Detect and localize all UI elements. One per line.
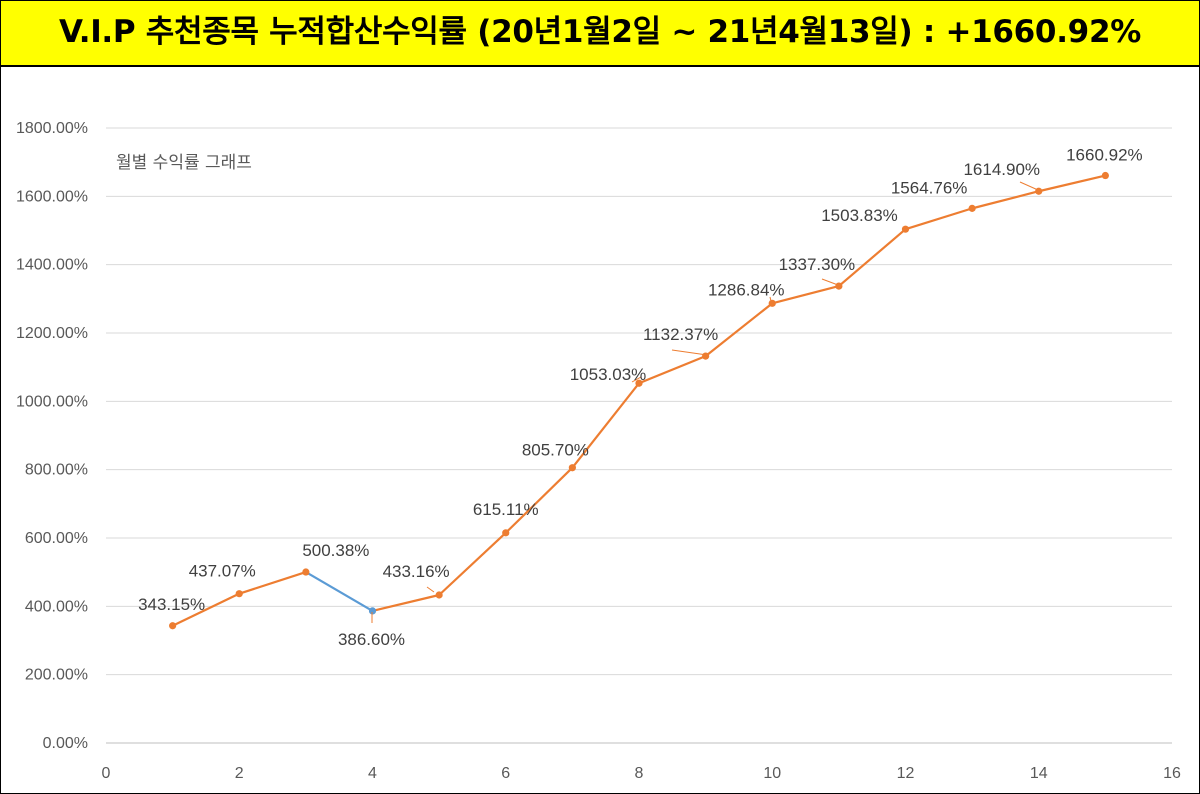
label-leader-line — [671, 349, 708, 356]
data-label: 386.60% — [338, 630, 405, 649]
x-tick-label: 2 — [235, 765, 244, 782]
series-segment — [905, 207, 973, 231]
data-label: 615.11% — [473, 500, 539, 519]
x-tick-label: 4 — [368, 765, 377, 782]
data-label: 1053.03% — [570, 365, 647, 384]
data-label: 1337.30% — [779, 255, 856, 274]
series-segment — [571, 382, 640, 469]
data-point — [1101, 171, 1109, 180]
data-label: 805.70% — [522, 441, 589, 460]
data-label: 1564.76% — [891, 178, 968, 197]
data-label: 1132.37% — [643, 325, 718, 344]
data-point — [502, 529, 510, 537]
x-tick-label: 10 — [763, 765, 781, 782]
series-segment — [438, 532, 507, 596]
y-tick-label: 1000.00% — [16, 393, 88, 410]
x-tick-label: 8 — [635, 765, 644, 782]
y-tick-label: 800.00% — [25, 462, 88, 479]
x-tick-label: 12 — [897, 765, 915, 782]
data-point — [635, 379, 643, 387]
y-tick-label: 600.00% — [25, 530, 88, 547]
series-segment — [1038, 174, 1106, 193]
data-point — [235, 590, 243, 598]
data-label: 437.07% — [189, 562, 256, 581]
label-leader-line — [426, 586, 435, 593]
x-tick-label: 0 — [102, 765, 111, 782]
x-tick-label: 14 — [1030, 765, 1048, 782]
y-tick-label: 400.00% — [25, 598, 88, 615]
y-tick-label: 1800.00% — [16, 120, 88, 137]
data-label: 1614.90% — [963, 160, 1040, 179]
y-tick-label: 200.00% — [25, 667, 88, 684]
series-segment — [971, 190, 1040, 210]
x-tick-label: 16 — [1163, 765, 1181, 782]
data-label: 433.16% — [383, 562, 450, 581]
label-leader-line — [1019, 181, 1039, 191]
chart-title: 월별 수익률 그래프 — [116, 153, 252, 173]
series-segment — [504, 466, 574, 534]
data-point — [435, 591, 443, 599]
y-tick-label: 0.00% — [43, 735, 88, 752]
series-segment — [172, 592, 240, 627]
data-point — [302, 568, 310, 576]
label-leader-line — [769, 296, 772, 302]
series-segment — [372, 593, 440, 612]
y-tick-label: 1200.00% — [16, 325, 88, 342]
x-tick-label: 6 — [501, 765, 510, 782]
data-point — [968, 204, 976, 212]
data-point — [702, 352, 710, 360]
series-segment — [771, 285, 840, 305]
data-point — [169, 622, 177, 630]
y-tick-label: 1600.00% — [16, 188, 88, 205]
data-point — [768, 299, 776, 307]
label-leader-line — [821, 278, 839, 286]
data-label: 1286.84% — [708, 280, 785, 299]
data-label: 1503.83% — [821, 206, 898, 225]
data-point — [568, 464, 576, 472]
data-label: 1660.92% — [1066, 146, 1143, 165]
banner-title: V.I.P 추천종목 누적합산수익률 (20년1월2일 ~ 21년4월13일) … — [1, 1, 1199, 67]
y-tick-label: 1400.00% — [16, 257, 88, 274]
data-label: 343.15% — [138, 595, 205, 614]
label-leader-line — [631, 376, 642, 383]
series-segment — [838, 228, 907, 287]
data-label: 500.38% — [302, 541, 369, 560]
series-segment — [305, 571, 374, 612]
series-segment — [238, 570, 307, 595]
data-point — [901, 225, 910, 233]
series-segment — [638, 355, 707, 385]
data-point — [368, 607, 377, 615]
data-point — [835, 282, 843, 290]
series-segment — [704, 302, 773, 357]
